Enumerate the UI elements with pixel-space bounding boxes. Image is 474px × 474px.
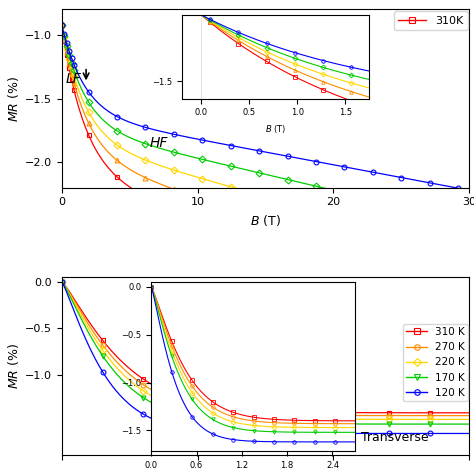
X-axis label: $B$ (T): $B$ (T) xyxy=(250,213,281,228)
Text: Transverse: Transverse xyxy=(361,431,428,444)
Legend: 310 K, 270 K, 220 K, 170 K, 120 K: 310 K, 270 K, 220 K, 170 K, 120 K xyxy=(403,324,468,401)
Y-axis label: $MR$ (%): $MR$ (%) xyxy=(6,75,21,122)
Legend: 310K: 310K xyxy=(394,11,468,30)
Text: Longitudinal: Longitudinal xyxy=(292,15,370,28)
Text: HF: HF xyxy=(150,136,168,150)
Y-axis label: $MR$ (%): $MR$ (%) xyxy=(6,343,21,389)
Text: LF: LF xyxy=(66,73,82,86)
